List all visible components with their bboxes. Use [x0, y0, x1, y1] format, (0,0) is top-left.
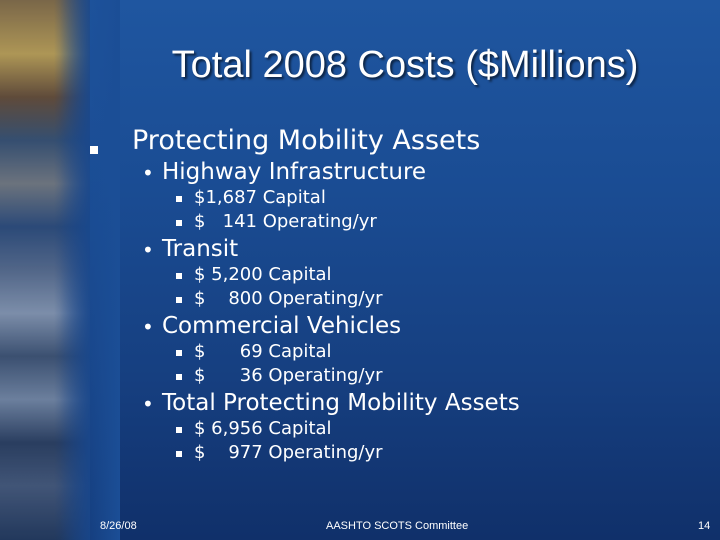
transit-capital: $ 5,200 Capital: [194, 264, 332, 285]
round-bullet-icon: •: [142, 238, 154, 262]
square-bullet-icon: [90, 146, 98, 154]
footer-center: AASHTO SCOTS Committee: [326, 520, 469, 532]
section-label-total: Total Protecting Mobility Assets: [162, 390, 520, 416]
square-bullet-icon: [176, 350, 182, 356]
round-bullet-icon: •: [142, 315, 154, 339]
square-bullet-icon: [176, 273, 182, 279]
commercial-capital: $ 69 Capital: [194, 341, 332, 362]
square-bullet-icon: [176, 220, 182, 226]
photo-strip-fade: [60, 0, 120, 540]
section-label-commercial: Commercial Vehicles: [162, 313, 402, 339]
square-bullet-icon: [176, 427, 182, 433]
square-bullet-icon: [176, 451, 182, 457]
level1-heading: Protecting Mobility Assets: [132, 125, 481, 156]
slide-title: Total 2008 Costs ($Millions): [171, 44, 639, 86]
commercial-operating: $ 36 Operating/yr: [194, 365, 383, 386]
square-bullet-icon: [176, 297, 182, 303]
highway-capital: $1,687 Capital: [194, 187, 326, 208]
round-bullet-icon: •: [142, 161, 154, 185]
section-label-transit: Transit: [162, 236, 239, 262]
square-bullet-icon: [176, 374, 182, 380]
highway-operating: $ 141 Operating/yr: [194, 211, 377, 232]
transit-operating: $ 800 Operating/yr: [194, 288, 383, 309]
total-capital: $ 6,956 Capital: [194, 418, 332, 439]
square-bullet-icon: [176, 196, 182, 202]
round-bullet-icon: •: [142, 392, 154, 416]
section-label-highway: Highway Infrastructure: [162, 159, 427, 185]
total-operating: $ 977 Operating/yr: [194, 442, 383, 463]
footer-date: 8/26/08: [100, 520, 137, 532]
page-number: 14: [698, 520, 711, 532]
